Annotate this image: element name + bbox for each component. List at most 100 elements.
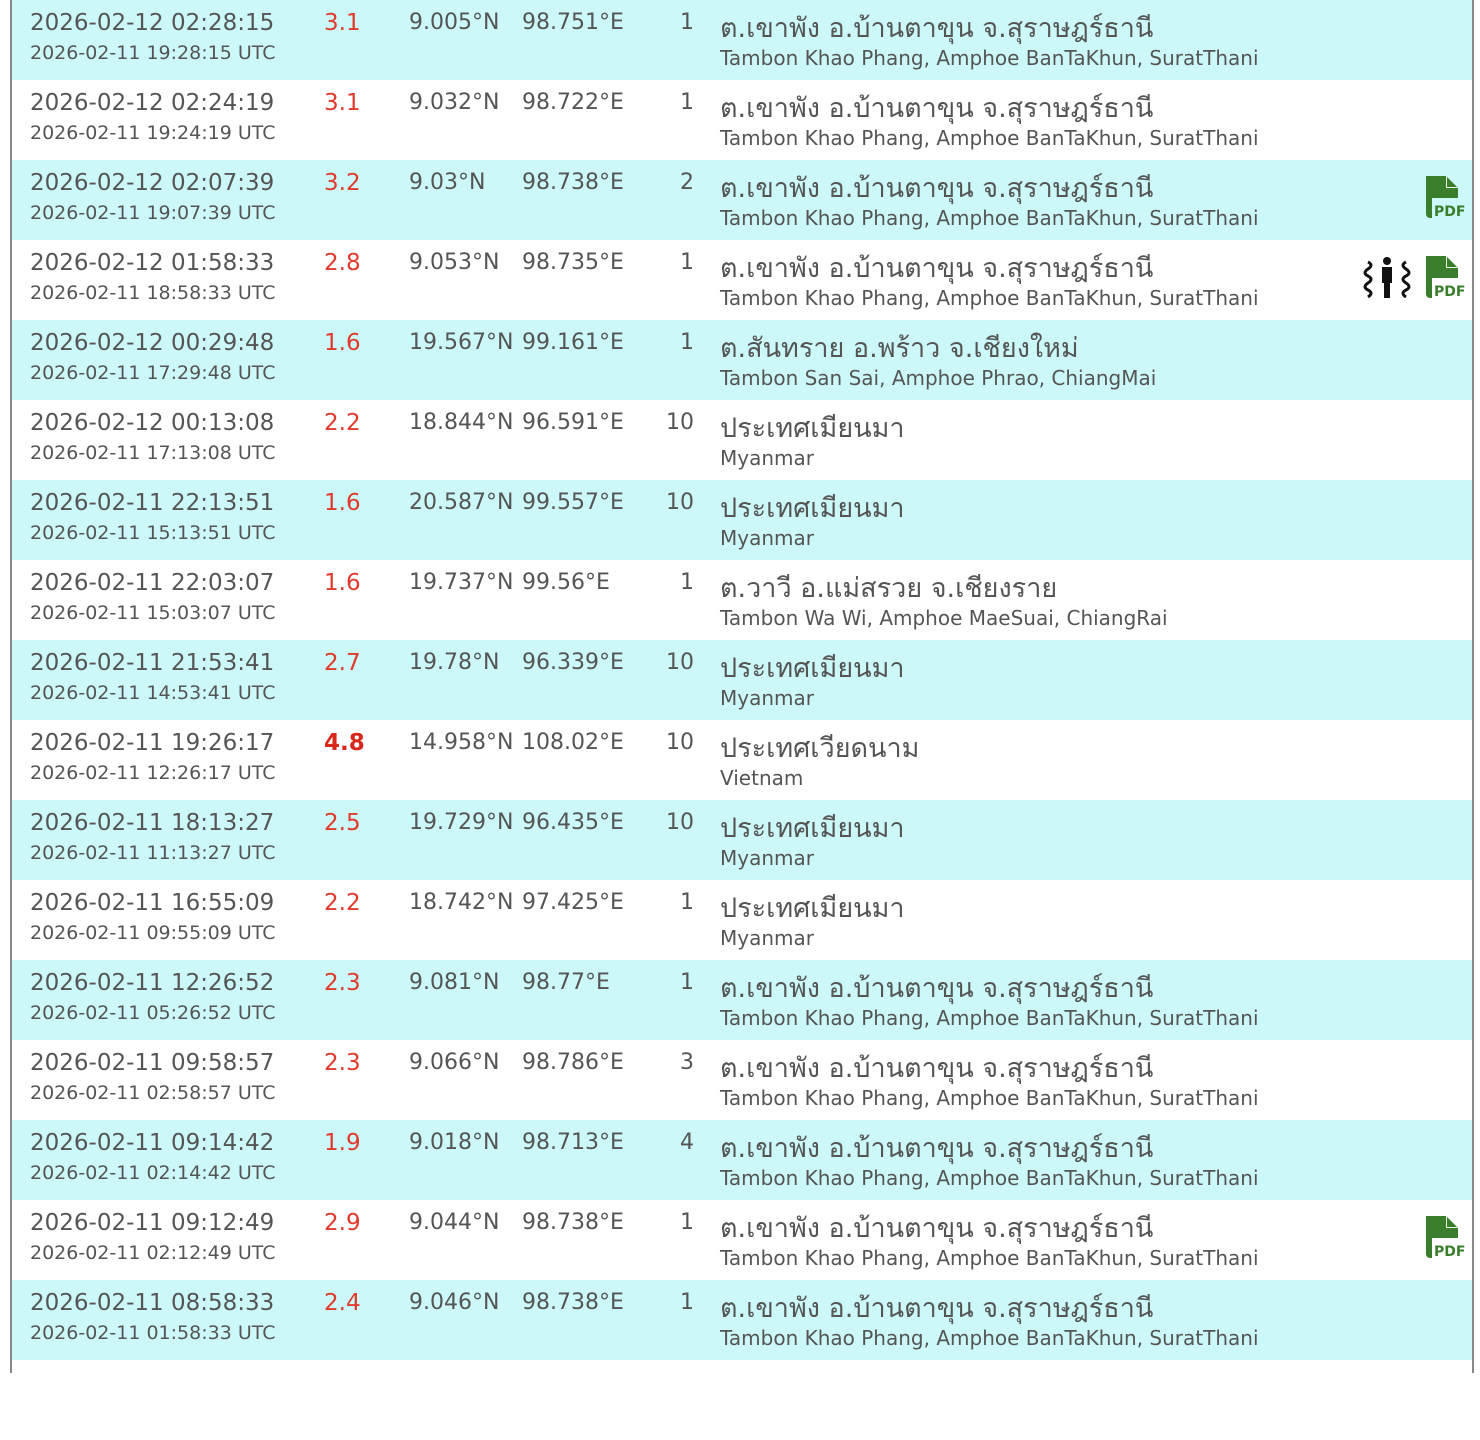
location-thai[interactable]: ต.วาวี อ.แม่สรวย จ.เชียงราย [720,573,1058,604]
table-row[interactable]: 2026-02-11 12:26:52 2026-02-11 05:26:52 U… [12,960,1472,1040]
depth: 10 [666,650,694,675]
location-english: Tambon Khao Phang, Amphoe BanTaKhun, Sur… [720,1166,1259,1190]
row-icons: PDF [1424,176,1466,224]
magnitude: 3.1 [324,10,361,36]
location-thai[interactable]: ประเทศเมียนมา [720,493,905,524]
utc-time: 2026-02-11 19:07:39 UTC [30,202,276,224]
latitude: 19.567°N [409,330,514,355]
location-thai[interactable]: ต.เขาพัง อ.บ้านตาขุน จ.สุราษฎร์ธานี [720,13,1154,44]
depth: 10 [666,410,694,435]
location-thai[interactable]: ต.เขาพัง อ.บ้านตาขุน จ.สุราษฎร์ธานี [720,1213,1154,1244]
location-thai[interactable]: ต.เขาพัง อ.บ้านตาขุน จ.สุราษฎร์ธานี [720,973,1154,1004]
location-english: Myanmar [720,926,814,950]
magnitude: 3.1 [324,90,361,116]
row-icons: PDF [1424,1216,1466,1264]
local-time: 2026-02-11 16:55:09 [30,890,275,916]
local-time: 2026-02-11 09:58:57 [30,1050,275,1076]
felt-report-icon[interactable] [1358,256,1416,304]
table-row[interactable]: 2026-02-11 09:58:57 2026-02-11 02:58:57 U… [12,1040,1472,1120]
latitude: 9.044°N [409,1210,500,1235]
table-row[interactable]: 2026-02-11 16:55:09 2026-02-11 09:55:09 U… [12,880,1472,960]
location-thai[interactable]: ประเทศเมียนมา [720,653,905,684]
location-thai[interactable]: ประเทศเมียนมา [720,413,905,444]
location-thai[interactable]: ต.เขาพัง อ.บ้านตาขุน จ.สุราษฎร์ธานี [720,1053,1154,1084]
magnitude: 2.8 [324,250,361,276]
location-thai[interactable]: ต.สันทราย อ.พร้าว จ.เชียงใหม่ [720,333,1079,364]
longitude: 98.751°E [522,10,624,35]
utc-time: 2026-02-11 15:13:51 UTC [30,522,276,544]
table-row[interactable]: 2026-02-11 19:26:17 2026-02-11 12:26:17 U… [12,720,1472,800]
utc-time: 2026-02-11 17:29:48 UTC [30,362,276,384]
longitude: 98.786°E [522,1050,624,1075]
table-row[interactable]: 2026-02-12 00:29:48 2026-02-11 17:29:48 U… [12,320,1472,400]
latitude: 19.78°N [409,650,500,675]
magnitude: 2.9 [324,1210,361,1236]
location-english: Myanmar [720,526,814,550]
pdf-icon[interactable]: PDF [1424,1216,1466,1264]
location-english: Tambon Khao Phang, Amphoe BanTaKhun, Sur… [720,46,1259,70]
depth: 1 [680,1290,694,1315]
depth: 1 [680,330,694,355]
longitude: 108.02°E [522,730,624,755]
location-thai[interactable]: ต.เขาพัง อ.บ้านตาขุน จ.สุราษฎร์ธานี [720,93,1154,124]
location-thai[interactable]: ประเทศเวียดนาม [720,733,920,764]
latitude: 9.066°N [409,1050,500,1075]
location-english: Tambon Khao Phang, Amphoe BanTaKhun, Sur… [720,126,1259,150]
depth: 1 [680,890,694,915]
local-time: 2026-02-12 01:58:33 [30,250,275,276]
latitude: 9.053°N [409,250,500,275]
pdf-icon[interactable]: PDF [1424,256,1466,304]
magnitude: 2.2 [324,890,361,916]
depth: 2 [680,170,694,195]
location-english: Tambon Khao Phang, Amphoe BanTaKhun, Sur… [720,1326,1259,1350]
location-thai[interactable]: ต.เขาพัง อ.บ้านตาขุน จ.สุราษฎร์ธานี [720,1133,1154,1164]
location-english: Vietnam [720,766,804,790]
location-thai[interactable]: ต.เขาพัง อ.บ้านตาขุน จ.สุราษฎร์ธานี [720,253,1154,284]
table-row [12,1360,1472,1440]
table-row[interactable]: 2026-02-12 01:58:33 2026-02-11 18:58:33 U… [12,240,1472,320]
table-row[interactable]: 2026-02-11 22:13:51 2026-02-11 15:13:51 U… [12,480,1472,560]
location-thai[interactable]: ต.เขาพัง อ.บ้านตาขุน จ.สุราษฎร์ธานี [720,173,1154,204]
location-english: Myanmar [720,446,814,470]
table-row[interactable]: 2026-02-12 02:07:39 2026-02-11 19:07:39 U… [12,160,1472,240]
depth: 1 [680,90,694,115]
magnitude: 2.4 [324,1290,361,1316]
magnitude: 2.2 [324,410,361,436]
magnitude: 2.7 [324,650,361,676]
utc-time: 2026-02-11 19:28:15 UTC [30,42,276,64]
utc-time: 2026-02-11 19:24:19 UTC [30,122,276,144]
table-row[interactable]: 2026-02-11 09:14:42 2026-02-11 02:14:42 U… [12,1120,1472,1200]
location-thai[interactable]: ต.เขาพัง อ.บ้านตาขุน จ.สุราษฎร์ธานี [720,1293,1154,1324]
local-time: 2026-02-11 22:13:51 [30,490,275,516]
table-row[interactable]: 2026-02-11 22:03:07 2026-02-11 15:03:07 U… [12,560,1472,640]
table-row[interactable]: 2026-02-12 00:13:08 2026-02-11 17:13:08 U… [12,400,1472,480]
latitude: 18.742°N [409,890,514,915]
magnitude: 2.3 [324,970,361,996]
depth: 4 [680,1130,694,1155]
table-row[interactable]: 2026-02-11 08:58:33 2026-02-11 01:58:33 U… [12,1280,1472,1360]
latitude: 9.081°N [409,970,500,995]
latitude: 19.729°N [409,810,514,835]
pdf-icon[interactable]: PDF [1424,176,1466,224]
local-time: 2026-02-11 19:26:17 [30,730,275,756]
depth: 1 [680,570,694,595]
local-time: 2026-02-12 02:24:19 [30,90,275,116]
latitude: 9.005°N [409,10,500,35]
utc-time: 2026-02-11 15:03:07 UTC [30,602,276,624]
table-row[interactable]: 2026-02-11 09:12:49 2026-02-11 02:12:49 U… [12,1200,1472,1280]
table-row[interactable]: 2026-02-12 02:28:15 2026-02-11 19:28:15 U… [12,0,1472,80]
table-row[interactable]: 2026-02-12 02:24:19 2026-02-11 19:24:19 U… [12,80,1472,160]
latitude: 9.046°N [409,1290,500,1315]
location-thai[interactable]: ประเทศเมียนมา [720,813,905,844]
utc-time: 2026-02-11 17:13:08 UTC [30,442,276,464]
local-time: 2026-02-11 09:14:42 [30,1130,275,1156]
utc-time: 2026-02-11 12:26:17 UTC [30,762,276,784]
longitude: 98.77°E [522,970,610,995]
location-thai[interactable]: ประเทศเมียนมา [720,893,905,924]
longitude: 97.425°E [522,890,624,915]
magnitude: 1.6 [324,490,361,516]
location-english: Tambon Wa Wi, Amphoe MaeSuai, ChiangRai [720,606,1168,630]
table-row[interactable]: 2026-02-11 18:13:27 2026-02-11 11:13:27 U… [12,800,1472,880]
table-row[interactable]: 2026-02-11 21:53:41 2026-02-11 14:53:41 U… [12,640,1472,720]
longitude: 98.713°E [522,1130,624,1155]
